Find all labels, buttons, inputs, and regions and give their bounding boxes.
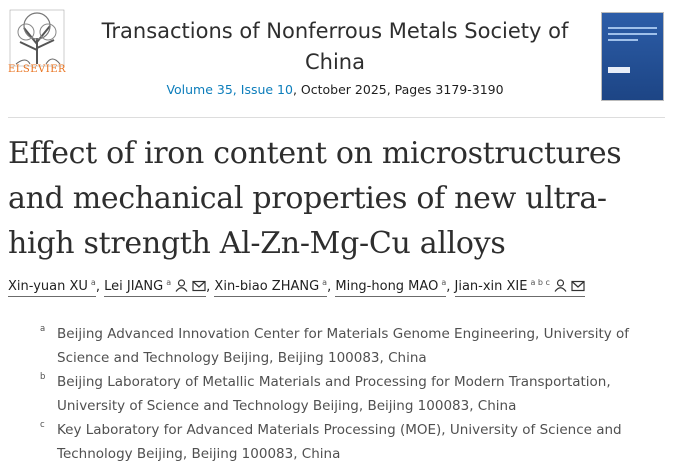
affiliation-label: a xyxy=(40,324,46,334)
publisher: ELSEVIER xyxy=(7,64,67,75)
affiliation-list: a Beijing Advanced Innovation Center for … xyxy=(40,322,640,466)
author[interactable]: Lei JIANG a xyxy=(104,278,207,298)
affiliation: a Beijing Advanced Innovation Center for … xyxy=(40,322,640,370)
volume-line: Volume 35, Issue 10, October 2025, Pages… xyxy=(100,82,570,97)
affiliation-text: Beijing Laboratory of Metallic Materials… xyxy=(57,374,611,414)
affiliation-marker: a xyxy=(322,278,328,287)
affiliation: c Key Laboratory for Advanced Materials P… xyxy=(40,418,640,466)
journal-cover[interactable] xyxy=(601,12,664,101)
affiliation-text: Beijing Advanced Innovation Center for M… xyxy=(57,326,630,366)
date-pages: , October 2025, Pages 3179-3190 xyxy=(292,82,504,97)
affiliation-marker: a xyxy=(166,278,172,287)
affiliation-label: b xyxy=(40,372,46,382)
author[interactable]: Jian-xin XIE a b c xyxy=(454,278,585,298)
separator: , xyxy=(327,279,332,295)
separator: , xyxy=(206,279,211,295)
affiliation: b Beijing Laboratory of Metallic Material… xyxy=(40,370,640,418)
author[interactable]: Xin-biao ZHANG a xyxy=(214,278,328,298)
journal-title[interactable]: Transactions of Nonferrous Metals Societ… xyxy=(101,19,569,74)
email-icon[interactable] xyxy=(192,280,206,292)
author-name[interactable]: Lei JIANG xyxy=(104,279,164,295)
separator: , xyxy=(446,279,451,295)
author-name[interactable]: Xin-biao ZHANG xyxy=(214,279,320,295)
article-title: Effect of iron content on microstructure… xyxy=(8,136,622,261)
email-icon[interactable] xyxy=(571,280,585,292)
divider xyxy=(8,117,665,118)
affiliation-marker: a xyxy=(441,278,447,287)
affiliation-marker: a xyxy=(90,278,96,287)
affiliation-marker: a b c xyxy=(530,278,550,287)
author-name[interactable]: Jian-xin XIE xyxy=(454,279,528,295)
separator: , xyxy=(95,279,100,295)
author-name[interactable]: Xin-yuan XU xyxy=(8,279,88,295)
author[interactable]: Xin-yuan XU a xyxy=(8,278,96,298)
author-list: Xin-yuan XU a, Lei JIANG a, Xin-biao ZHANG… xyxy=(8,278,585,298)
volume-link[interactable]: Volume 35, Issue 10 xyxy=(166,82,293,97)
author[interactable]: Ming-hong MAO a xyxy=(335,278,447,298)
person-icon[interactable] xyxy=(554,279,567,293)
author-name[interactable]: Ming-hong MAO xyxy=(335,279,439,295)
affiliation-label: c xyxy=(40,420,45,430)
person-icon[interactable] xyxy=(175,279,188,293)
affiliation-text: Key Laboratory for Advanced Materials Pr… xyxy=(57,422,622,462)
elsevier-logo xyxy=(9,9,65,67)
